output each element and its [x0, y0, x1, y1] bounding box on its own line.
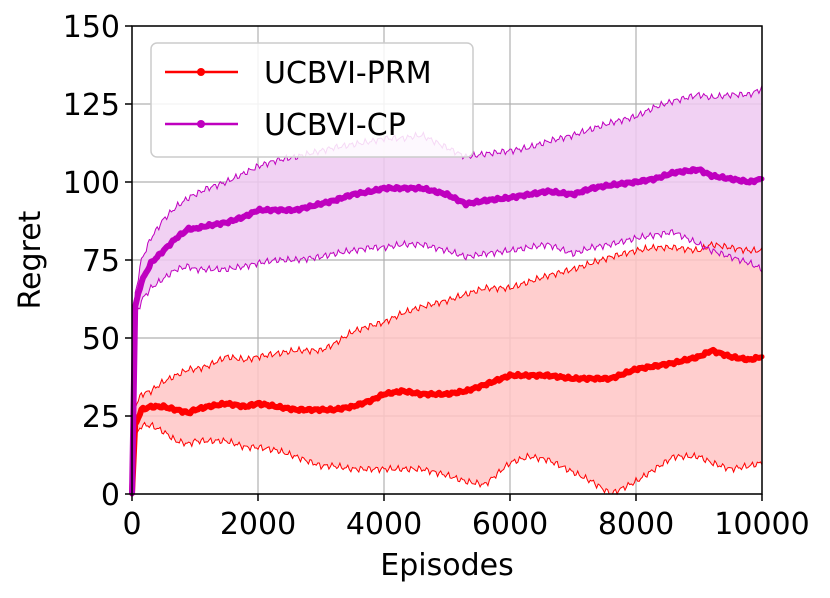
- ucbvi-cp-point: [696, 167, 702, 172]
- ucbvi-prm-point: [148, 404, 154, 410]
- x-tick-label: 2000: [220, 507, 296, 542]
- ucbvi-prm-point: [671, 360, 677, 366]
- y-axis-label: Regret: [13, 210, 48, 309]
- ucbvi-prm-point: [633, 366, 639, 372]
- ucbvi-cp-point: [132, 304, 138, 310]
- ucbvi-cp-point: [746, 179, 752, 185]
- legend-label-ucbvi-cp: UCBVI-CP: [264, 108, 406, 143]
- ucbvi-cp-point: [255, 207, 261, 213]
- ucbvi-prm-point: [419, 391, 425, 397]
- ucbvi-cp-point: [318, 201, 324, 207]
- ucbvi-cp-point: [507, 195, 513, 201]
- x-tick-label: 10000: [714, 507, 809, 542]
- ucbvi-cp-point: [274, 207, 280, 213]
- ucbvi-prm-point: [652, 363, 658, 369]
- ucbvi-prm-point: [444, 391, 450, 397]
- ucbvi-cp-point: [589, 185, 595, 191]
- x-tick-label: 0: [122, 507, 141, 542]
- y-tick-label: 25: [82, 400, 120, 435]
- ucbvi-cp-point: [293, 207, 299, 213]
- ucbvi-cp-point: [224, 220, 229, 226]
- ucbvi-prm-point: [482, 382, 488, 388]
- ucbvi-prm-point: [274, 404, 280, 410]
- ucbvi-cp-point: [138, 279, 144, 285]
- ucbvi-prm-point: [746, 357, 752, 363]
- ucbvi-prm-point: [381, 391, 387, 397]
- legend-marker-ucbvi-prm: [197, 68, 205, 76]
- ucbvi-cp-point: [381, 185, 387, 191]
- ucbvi-cp-point: [671, 170, 677, 176]
- ucbvi-prm-point: [728, 354, 733, 360]
- ucbvi-prm-point: [709, 348, 715, 353]
- y-tick-label: 0: [101, 478, 120, 513]
- ucbvi-cp-point: [633, 179, 639, 185]
- ucbvi-cp-point: [608, 182, 614, 188]
- y-tick-label: 75: [82, 244, 120, 279]
- ucbvi-prm-point: [192, 407, 198, 413]
- ucbvi-prm-band: [132, 242, 762, 494]
- ucbvi-cp-point: [173, 235, 179, 241]
- ucbvi-cp-lower-bound: [131, 229, 763, 495]
- ucbvi-prm-point: [608, 376, 614, 382]
- ucbvi-prm-point: [400, 388, 406, 394]
- x-tick-label: 8000: [598, 507, 674, 542]
- ucbvi-cp-point: [161, 248, 166, 254]
- y-tick-label: 150: [63, 10, 120, 45]
- legend-label-ucbvi-prm: UCBVI-PRM: [264, 56, 432, 91]
- ucbvi-cp-point: [463, 201, 469, 207]
- ucbvi-cp-point: [570, 192, 576, 197]
- ucbvi-cp-point: [331, 198, 337, 204]
- ucbvi-prm-point: [138, 407, 144, 413]
- ucbvi-prm-point: [161, 404, 166, 410]
- ucbvi-prm-point: [293, 407, 299, 413]
- ucbvi-cp-point: [242, 213, 248, 219]
- axis-ticks: 0 2000 4000 6000 8000 10000 0 25 50 75 100 125 150: [63, 10, 810, 542]
- ucbvi-prm-point: [186, 410, 192, 416]
- ucbvi-prm-point: [545, 372, 551, 378]
- ucbvi-prm-point: [173, 407, 179, 413]
- ucbvi-prm-point: [463, 388, 469, 394]
- ucbvi-prm-lower-bound: [131, 421, 763, 496]
- ucbvi-cp-point: [652, 176, 658, 182]
- ucbvi-prm-point: [526, 372, 532, 378]
- series-lines: [129, 85, 765, 497]
- ucbvi-prm-point: [331, 407, 337, 413]
- ucbvi-prm-point: [350, 404, 355, 410]
- ucbvi-prm-point: [205, 404, 211, 410]
- ucbvi-cp-point: [419, 185, 425, 191]
- y-tick-label: 100: [63, 166, 120, 201]
- ucbvi-prm-upper-bound: [131, 240, 763, 495]
- ucbvi-prm-point: [507, 372, 513, 378]
- legend: UCBVI-PRM UCBVI-CP: [150, 42, 474, 158]
- ucbvi-cp-point: [709, 173, 715, 179]
- y-tick-label: 125: [63, 88, 120, 123]
- ucbvi-prm-point: [255, 401, 261, 406]
- x-axis-label: Episodes: [380, 548, 513, 583]
- ucbvi-cp-point: [350, 192, 355, 197]
- ucbvi-cp-point: [728, 176, 733, 182]
- ucbvi-cp-point: [368, 188, 374, 194]
- ucbvi-cp-point: [192, 226, 198, 232]
- ucbvi-cp-point: [400, 185, 406, 191]
- ucbvi-cp-point: [444, 192, 450, 197]
- ucbvi-cp-point: [148, 260, 154, 266]
- ucbvi-cp-point: [526, 192, 532, 197]
- y-tick-label: 50: [82, 322, 120, 357]
- ucbvi-prm-point: [368, 397, 374, 403]
- ucbvi-prm-point: [589, 376, 595, 382]
- ucbvi-cp-point: [482, 198, 488, 204]
- ucbvi-prm-point: [318, 407, 324, 413]
- ucbvi-prm-point: [224, 401, 229, 406]
- ucbvi-cp-point: [545, 188, 551, 194]
- ucbvi-cp-point: [186, 226, 192, 232]
- x-tick-label: 6000: [472, 507, 548, 542]
- legend-marker-ucbvi-cp: [197, 120, 205, 128]
- ucbvi-cp-point: [205, 223, 211, 229]
- ucbvi-prm-point: [242, 404, 248, 410]
- ucbvi-prm-point: [696, 354, 702, 360]
- x-tick-label: 4000: [346, 507, 422, 542]
- ucbvi-prm-point: [570, 376, 576, 382]
